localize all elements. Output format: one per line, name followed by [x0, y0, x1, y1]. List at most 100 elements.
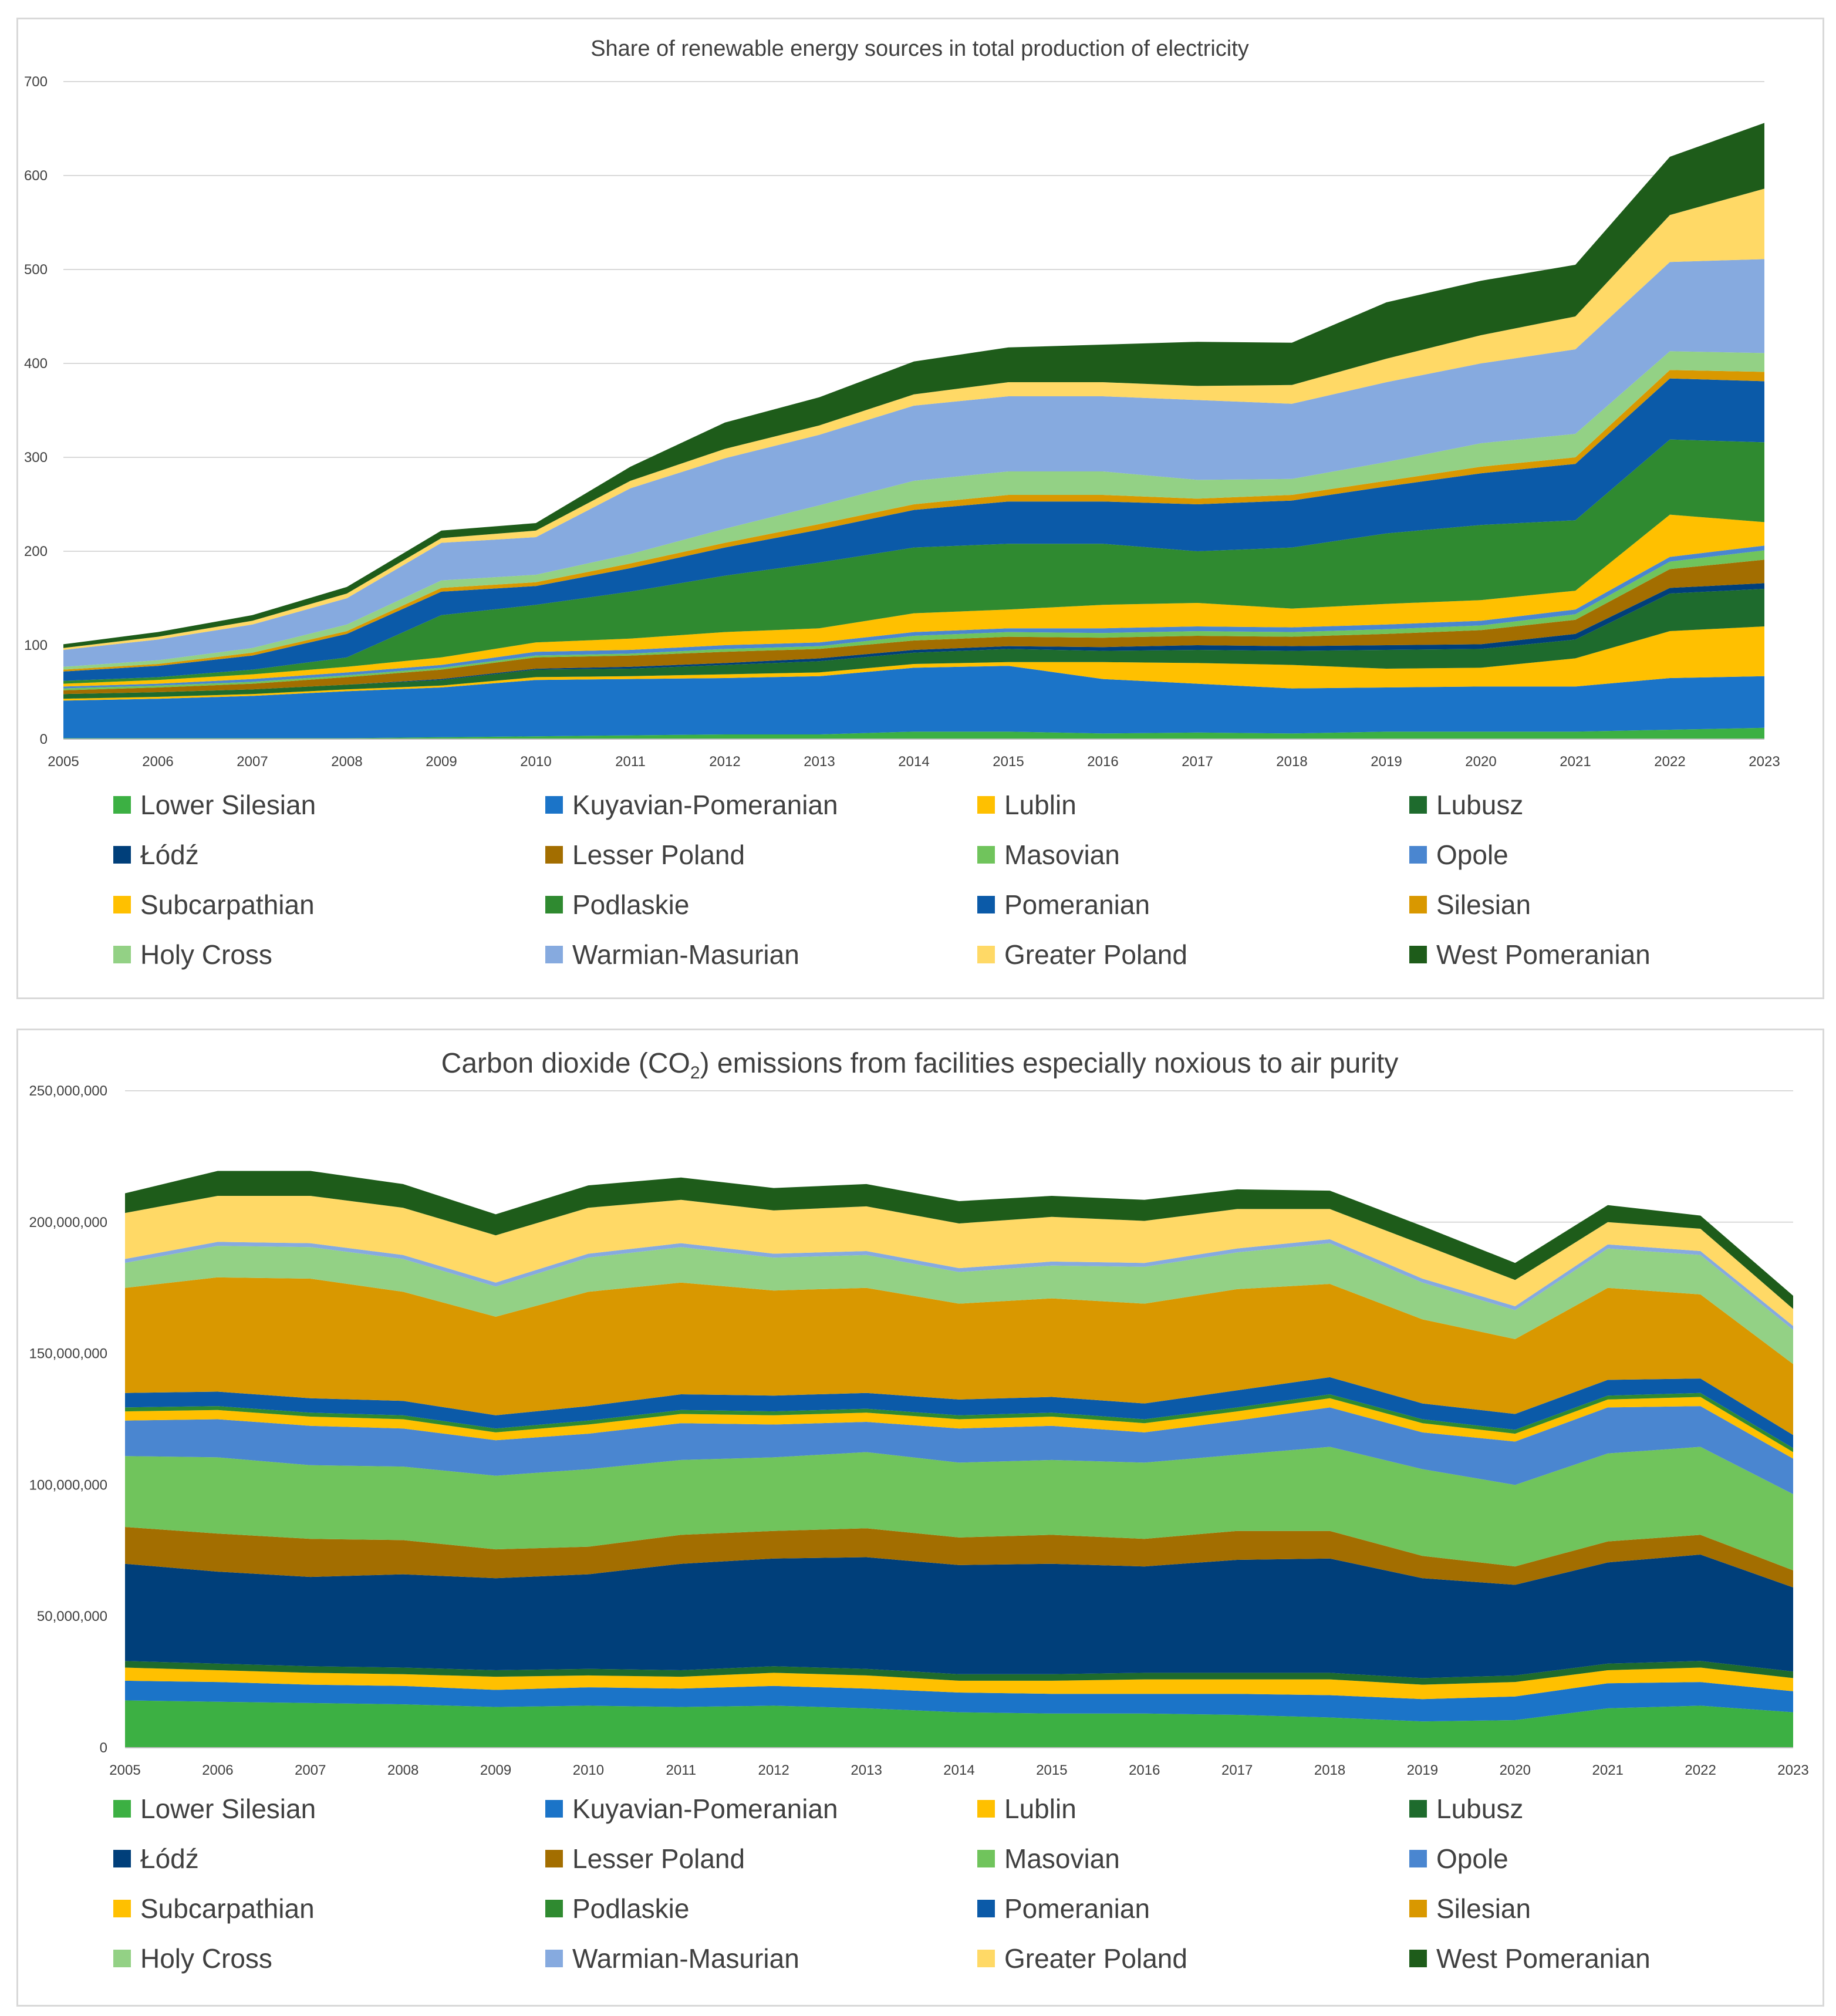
legend-swatch — [545, 845, 563, 864]
x-tick-label: 2020 — [1500, 1762, 1531, 1778]
area-series-greater-poland — [63, 188, 1764, 650]
legend-label: Łódź — [140, 1843, 199, 1874]
x-tick-label: 2013 — [804, 754, 835, 770]
legend-item: Subcarpathian — [113, 879, 545, 929]
area-series-opole — [125, 1406, 1793, 1495]
legend-label: West Pomeranian — [1436, 1943, 1651, 1974]
area-series-masovian — [125, 1447, 1793, 1570]
y-tick-label: 150,000,000 — [29, 1346, 107, 1362]
legend-label: Lublin — [1004, 789, 1076, 820]
legend-swatch — [977, 1949, 995, 1967]
y-tick-label: 500 — [24, 262, 48, 278]
x-tick-label: 2006 — [202, 1762, 233, 1778]
legend-swatch — [977, 895, 995, 913]
x-tick-label: 2023 — [1749, 754, 1780, 770]
area-series-lublin — [63, 626, 1764, 701]
area-series-west-pomeranian — [125, 1171, 1793, 1309]
legend-label: Lesser Poland — [572, 839, 745, 870]
x-tick-label: 2015 — [993, 754, 1024, 770]
legend-label: West Pomeranian — [1436, 939, 1651, 970]
x-tick-label: 2014 — [898, 754, 929, 770]
y-tick-label: 200,000,000 — [29, 1215, 107, 1230]
y-tick-label: 100 — [24, 638, 48, 653]
x-tick-label: 2009 — [480, 1762, 511, 1778]
area-series-warmian-masurian — [63, 259, 1764, 667]
x-tick-label: 2005 — [48, 754, 79, 770]
legend-item: Lower Silesian — [113, 780, 545, 830]
legend-swatch — [1409, 845, 1427, 864]
legend-swatch — [977, 945, 995, 963]
legend-label: Lower Silesian — [140, 1793, 316, 1824]
y-tick-label: 50,000,000 — [37, 1609, 107, 1624]
legend-label: Pomeranian — [1004, 1893, 1150, 1924]
area-series-lesser-poland — [125, 1527, 1793, 1587]
area-series-lublin — [125, 1667, 1793, 1700]
legend-item: Holy Cross — [113, 929, 545, 979]
legend-swatch — [545, 1799, 563, 1818]
x-tick-label: 2011 — [615, 754, 646, 770]
chart-title: Carbon dioxide (CO2) emissions from faci… — [441, 1048, 1399, 1083]
legend-label: Greater Poland — [1004, 939, 1187, 970]
y-tick-label: 300 — [24, 450, 48, 466]
legend-swatch — [545, 1899, 563, 1917]
x-tick-label: 2017 — [1182, 754, 1213, 770]
x-tick-label: 2016 — [1087, 754, 1118, 770]
x-tick-label: 2019 — [1371, 754, 1402, 770]
legend-item: Greater Poland — [977, 1933, 1409, 1983]
renewable-legend: Lower Silesian Kuyavian-Pomeranian Lublin L… — [113, 780, 1836, 979]
legend-label: Lubusz — [1436, 789, 1524, 820]
area-series-kuyavian-pomeranian — [63, 666, 1764, 739]
area-series-silesian — [125, 1277, 1793, 1435]
legend-item: Opole — [1409, 1833, 1836, 1883]
legend-item: Holy Cross — [113, 1933, 545, 1983]
x-tick-label: 2017 — [1221, 1762, 1253, 1778]
legend-swatch — [977, 1849, 995, 1867]
legend-swatch — [545, 895, 563, 913]
legend-swatch — [113, 1799, 131, 1818]
x-tick-label: 2019 — [1407, 1762, 1438, 1778]
legend-label: Kuyavian-Pomeranian — [572, 1793, 838, 1824]
x-tick-label: 2022 — [1654, 754, 1685, 770]
legend-item: Warmian-Masurian — [545, 929, 977, 979]
y-tick-label: 700 — [24, 74, 48, 90]
legend-label: Holy Cross — [140, 1943, 272, 1974]
legend-swatch — [545, 945, 563, 963]
legend-item: Masovian — [977, 830, 1409, 879]
legend-item: Podlaskie — [545, 879, 977, 929]
y-tick-label: 100,000,000 — [29, 1477, 107, 1493]
legend-swatch — [977, 845, 995, 864]
legend-label: Lower Silesian — [140, 789, 316, 820]
x-tick-label: 2022 — [1685, 1762, 1716, 1778]
legend-swatch — [977, 1899, 995, 1917]
x-tick-label: 2007 — [295, 1762, 326, 1778]
area-series-kuyavian-pomeranian — [125, 1680, 1793, 1722]
legend-label: Warmian-Masurian — [572, 1943, 799, 1974]
x-tick-label: 2008 — [331, 754, 362, 770]
x-tick-label: 2006 — [142, 754, 173, 770]
renewable-area-chart: Share of renewable energy sources in tot… — [24, 36, 1780, 770]
legend-item: Kuyavian-Pomeranian — [545, 780, 977, 830]
area-series-podlaskie — [63, 439, 1764, 684]
legend-label: Greater Poland — [1004, 1943, 1187, 1974]
legend-swatch — [1409, 1949, 1427, 1967]
legend-label: Lesser Poland — [572, 1843, 745, 1874]
chart-title-part: Carbon dioxide (CO — [441, 1048, 690, 1079]
x-tick-label: 2021 — [1592, 1762, 1624, 1778]
legend-swatch — [545, 1849, 563, 1867]
y-tick-label: 0 — [40, 731, 48, 747]
legend-item: Greater Poland — [977, 929, 1409, 979]
legend-item: Lubusz — [1409, 1784, 1836, 1833]
legend-label: Opole — [1436, 839, 1508, 870]
area-series-podlaskie — [125, 1393, 1793, 1452]
area-series-łódź — [125, 1555, 1793, 1678]
legend-label: Podlaskie — [572, 889, 690, 920]
legend-swatch — [1409, 1899, 1427, 1917]
legend-label: Silesian — [1436, 1893, 1531, 1924]
area-series-lower-silesian — [63, 727, 1764, 739]
legend-item: Łódź — [113, 830, 545, 879]
x-tick-label: 2020 — [1465, 754, 1496, 770]
legend-item: Opole — [1409, 830, 1836, 879]
legend-label: Opole — [1436, 1843, 1508, 1874]
chart-title-subscript: 2 — [690, 1063, 700, 1083]
legend-item: Łódź — [113, 1833, 545, 1883]
